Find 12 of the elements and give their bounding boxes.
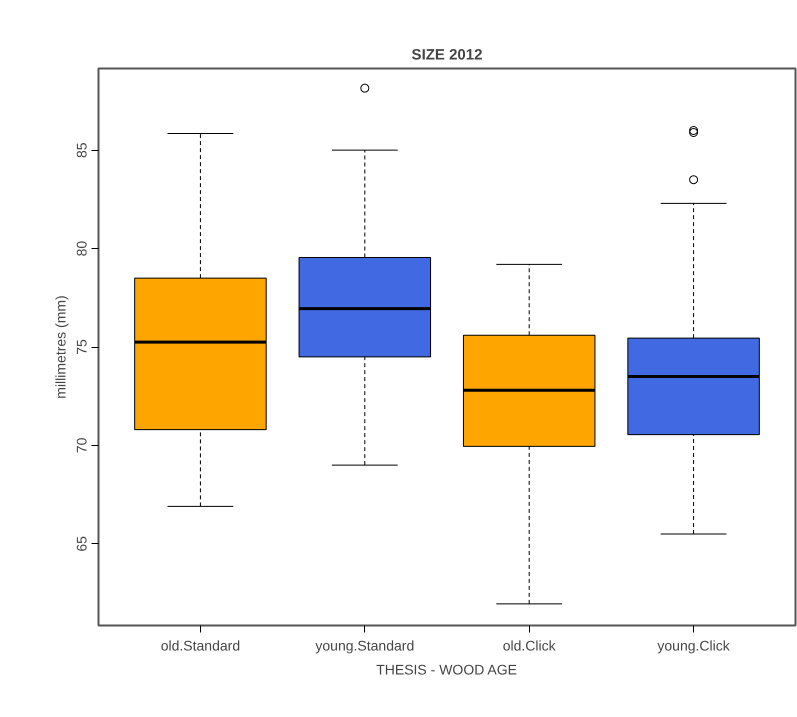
y-axis-title: millimetres (mm): [52, 295, 68, 399]
x-tick-label: young.Standard: [315, 638, 414, 654]
y-tick-label: 80: [74, 240, 90, 256]
x-tick-label: old.Click: [502, 638, 557, 654]
y-tick-label: 85: [74, 142, 90, 158]
y-tick-label: 65: [74, 536, 90, 552]
x-tick-label: young.Click: [657, 638, 731, 654]
chart-title: SIZE 2012: [412, 46, 482, 64]
x-axis-title: THESIS - WOOD AGE: [376, 662, 518, 678]
y-tick-label: 70: [74, 437, 90, 454]
y-tick-label: 75: [74, 339, 90, 355]
x-tick-label: old.Standard: [160, 638, 240, 654]
